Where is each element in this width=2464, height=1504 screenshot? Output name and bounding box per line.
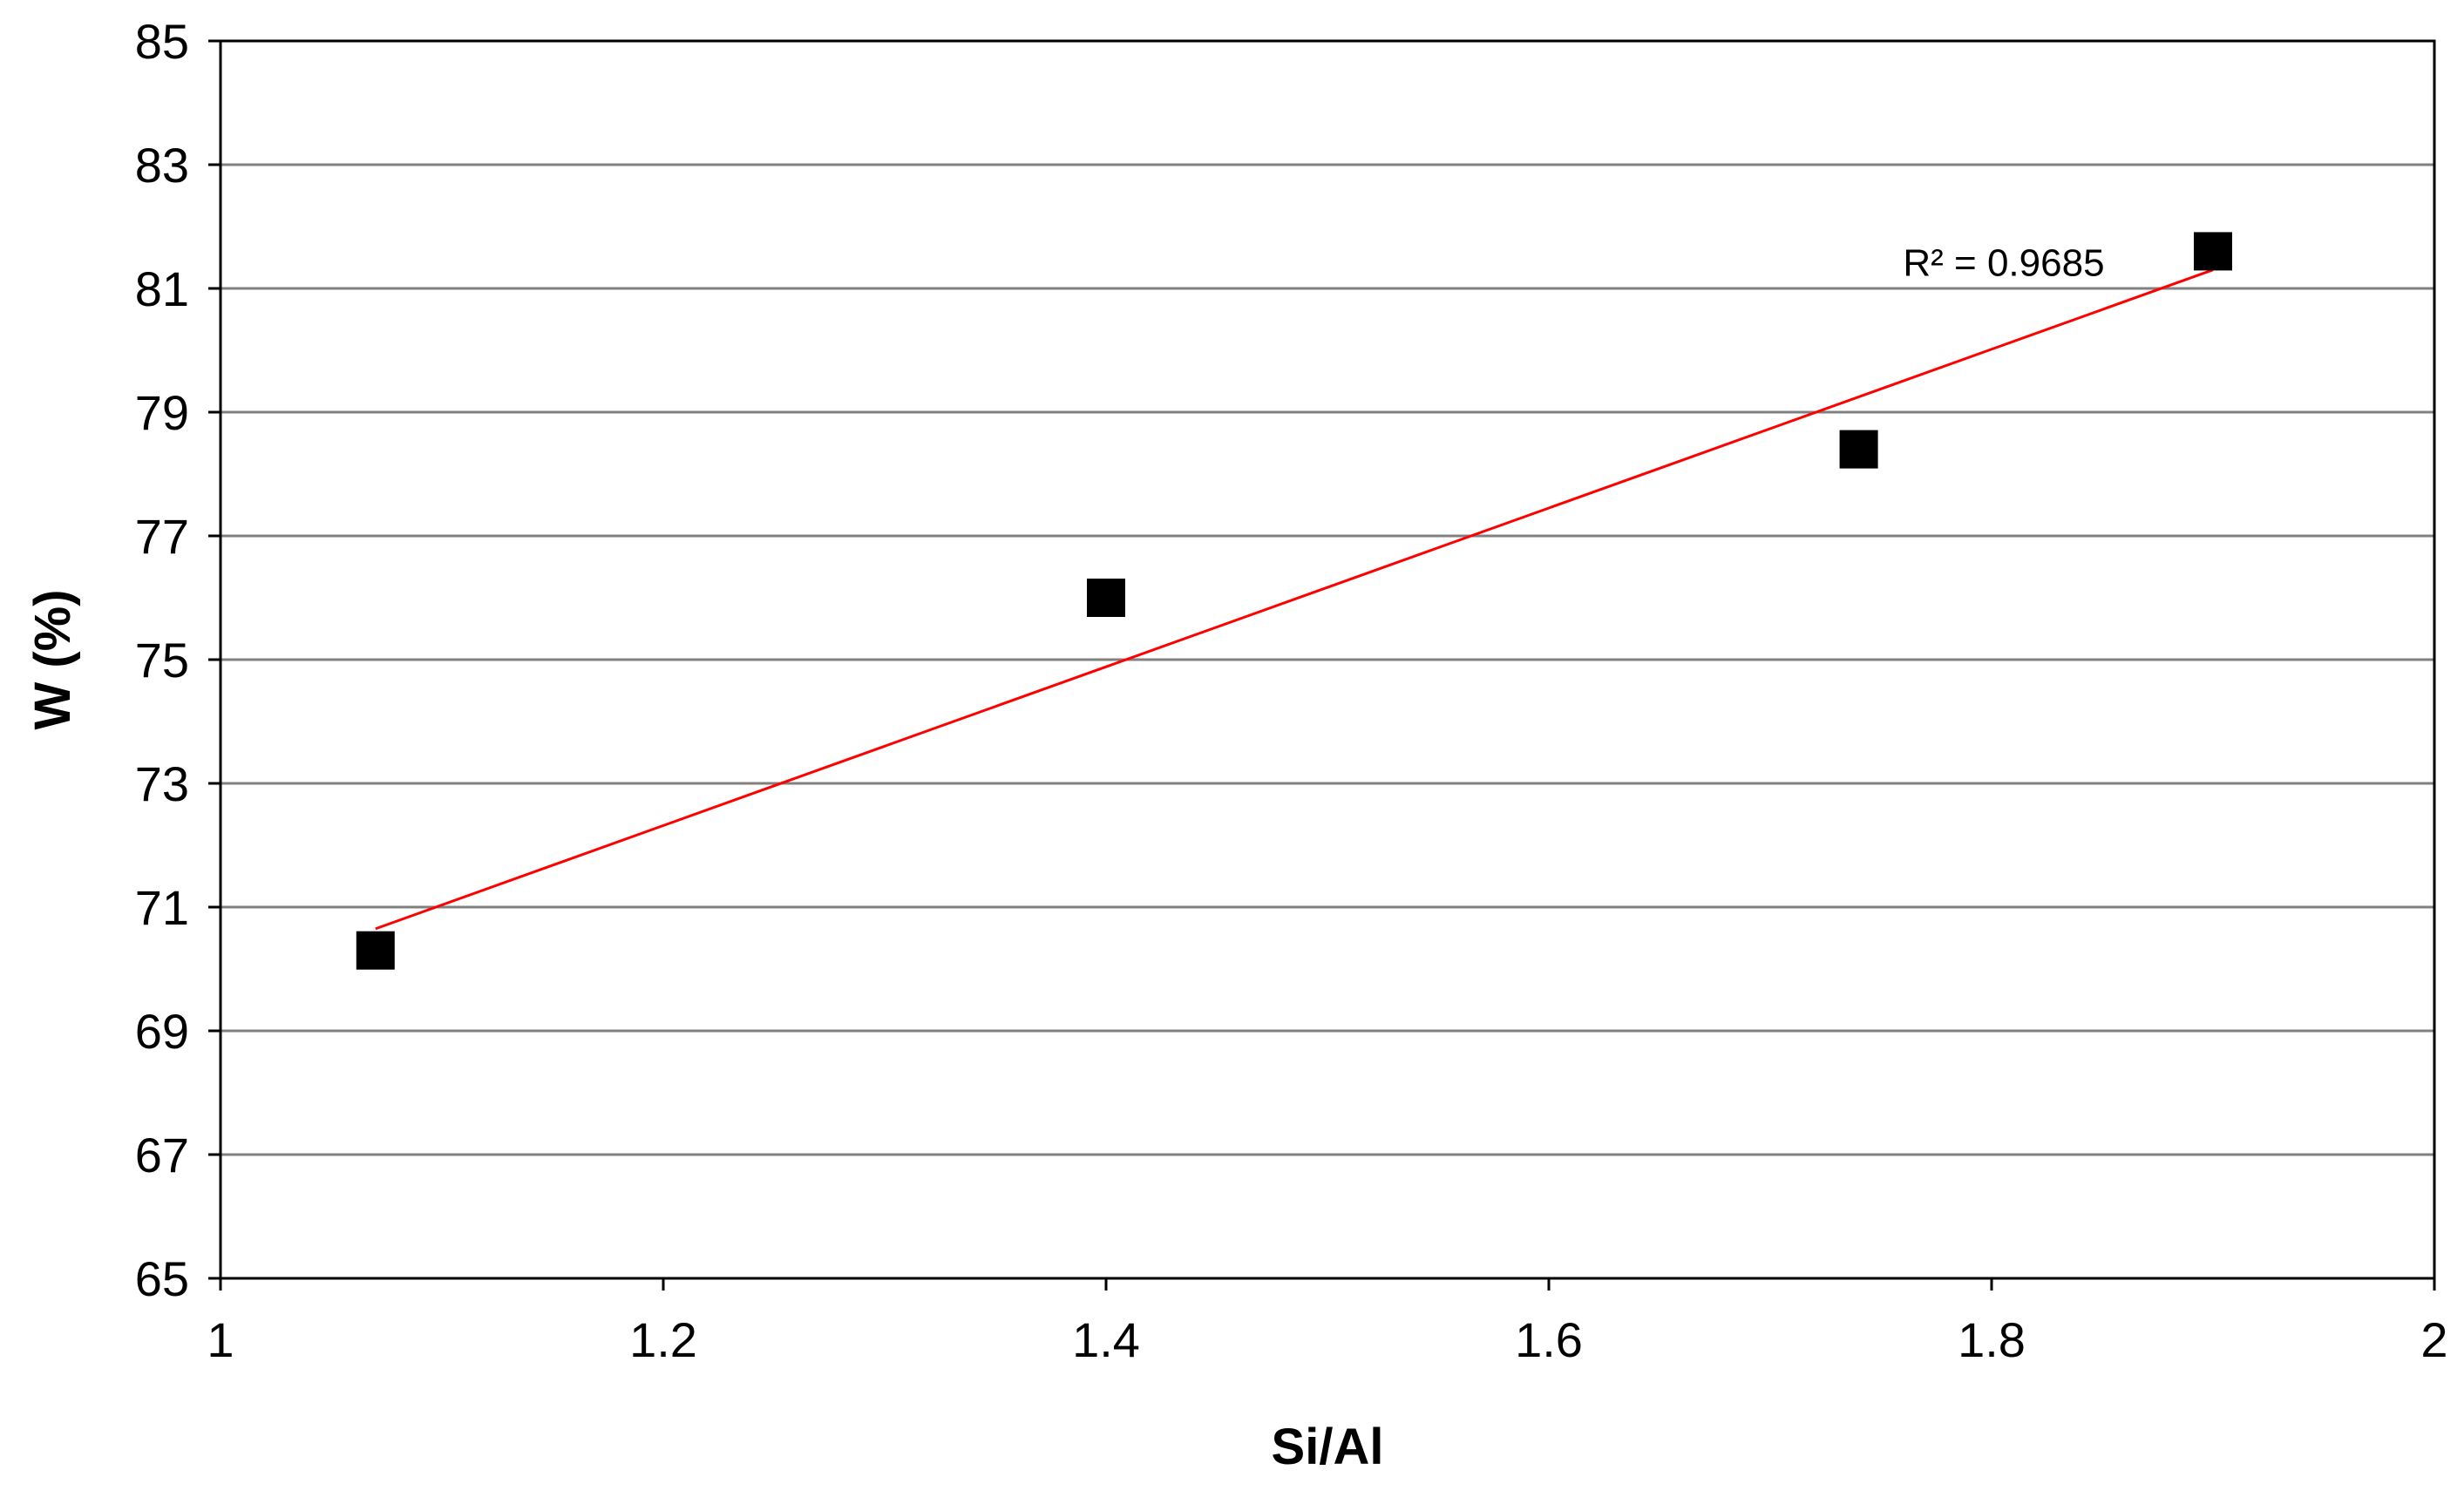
y-tick-label: 73 <box>135 756 189 811</box>
x-tick-label: 1 <box>207 1312 234 1367</box>
y-axis-title: W (%) <box>24 589 81 729</box>
trendline <box>375 268 2214 931</box>
data-point-3 <box>1839 430 1878 469</box>
trendline-segment <box>375 268 2214 931</box>
x-axis-ticks: 1 1.2 1.4 1.6 1.8 2 <box>207 1278 2448 1367</box>
x-tick-label: 1.4 <box>1072 1312 1140 1367</box>
r-squared-annotation: R² = 0.9685 <box>1903 242 2104 285</box>
data-point-2 <box>1087 579 1125 617</box>
y-tick-label: 67 <box>135 1128 189 1182</box>
y-tick-label: 71 <box>135 880 189 935</box>
x-tick-label: 1.2 <box>629 1312 697 1367</box>
x-tick-label: 1.6 <box>1515 1312 1583 1367</box>
x-axis-title: Si/Al <box>1272 1419 1384 1475</box>
grid-lines <box>221 163 2434 1156</box>
x-tick-label: 2 <box>2420 1312 2447 1367</box>
y-tick-label: 77 <box>135 509 189 564</box>
y-tick-label: 83 <box>135 138 189 193</box>
y-tick-label: 75 <box>135 633 189 688</box>
y-tick-label: 81 <box>135 261 189 316</box>
y-tick-label: 65 <box>135 1251 189 1306</box>
y-tick-label: 79 <box>135 385 189 440</box>
x-tick-label: 1.8 <box>1958 1312 2026 1367</box>
y-tick-label: 69 <box>135 1004 189 1059</box>
data-point-1 <box>356 931 395 970</box>
data-points <box>356 232 2232 970</box>
y-tick-label: 85 <box>135 14 189 69</box>
y-axis-ticks: 65 67 69 71 73 75 77 79 81 83 85 <box>135 14 221 1306</box>
data-point-4 <box>2194 232 2232 271</box>
